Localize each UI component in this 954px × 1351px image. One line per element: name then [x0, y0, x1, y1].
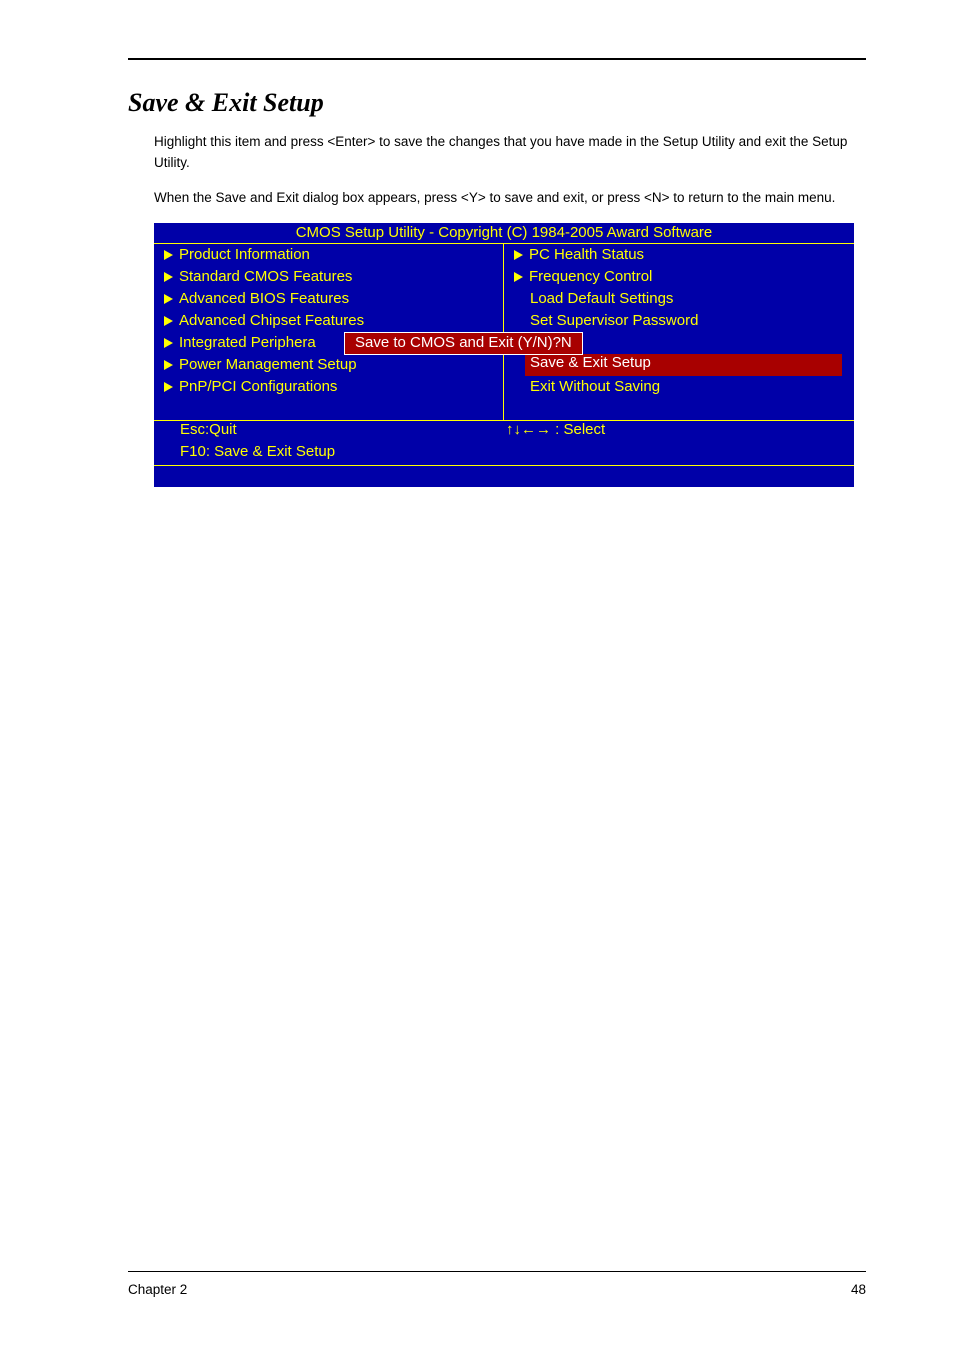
paragraph-1: Highlight this item and press <Enter> to… — [128, 132, 866, 174]
triangle-icon — [164, 294, 173, 304]
menu-exit-without-saving[interactable]: Exit Without Saving — [504, 376, 854, 398]
save-dialog[interactable]: Save to CMOS and Exit (Y/N)?N — [344, 332, 583, 355]
menu-label: Advanced Chipset Features — [179, 312, 364, 329]
page-footer: Chapter 2 48 — [128, 1271, 866, 1297]
menu-label: Frequency Control — [529, 268, 652, 285]
empty-row — [154, 398, 503, 420]
highlighted-menu-item[interactable]: Save & Exit Setup — [525, 354, 842, 376]
footer-esc: Esc:Quit — [180, 421, 504, 443]
menu-load-defaults[interactable]: Load Default Settings — [504, 288, 854, 310]
paragraph-2: When the Save and Exit dialog box appear… — [128, 188, 866, 209]
menu-label: Standard CMOS Features — [179, 268, 352, 285]
triangle-icon — [514, 250, 523, 260]
section-title: Save & Exit Setup — [128, 88, 866, 118]
menu-label: PC Health Status — [529, 246, 644, 263]
menu-label: PnP/PCI Configurations — [179, 378, 337, 395]
menu-set-supervisor-password[interactable]: Set Supervisor Password — [504, 310, 854, 332]
bios-screen: CMOS Setup Utility - Copyright (C) 1984-… — [154, 223, 854, 487]
footer-page-number: 48 — [851, 1282, 866, 1297]
footer-blank — [504, 443, 854, 465]
empty-row — [504, 398, 854, 420]
menu-product-information[interactable]: Product Information — [154, 244, 503, 266]
triangle-icon — [164, 382, 173, 392]
triangle-icon — [164, 272, 173, 282]
menu-power-management[interactable]: Power Management Setup — [154, 354, 503, 376]
menu-standard-cmos[interactable]: Standard CMOS Features — [154, 266, 503, 288]
menu-label: Power Management Setup — [179, 356, 357, 373]
triangle-icon — [164, 250, 173, 260]
menu-pc-health[interactable]: PC Health Status — [504, 244, 854, 266]
triangle-icon — [164, 338, 173, 348]
triangle-icon — [514, 272, 523, 282]
footer-left: Esc:Quit F10: Save & Exit Setup — [154, 421, 504, 465]
bios-footer: Esc:Quit F10: Save & Exit Setup ↑↓←→ : S… — [154, 420, 854, 465]
menu-pnp-pci[interactable]: PnP/PCI Configurations — [154, 376, 503, 398]
menu-label: Advanced BIOS Features — [179, 290, 349, 307]
bios-header: CMOS Setup Utility - Copyright (C) 1984-… — [154, 223, 854, 244]
menu-label: Set Supervisor Password — [530, 312, 698, 329]
menu-advanced-bios[interactable]: Advanced BIOS Features — [154, 288, 503, 310]
footer-f10: F10: Save & Exit Setup — [180, 443, 504, 465]
bios-bottom-spacer — [154, 465, 854, 487]
footer-chapter: Chapter 2 — [128, 1282, 187, 1297]
menu-label: Load Default Settings — [530, 290, 673, 307]
menu-label: Exit Without Saving — [530, 378, 660, 395]
menu-advanced-chipset[interactable]: Advanced Chipset Features — [154, 310, 503, 332]
triangle-icon — [164, 316, 173, 326]
menu-frequency-control[interactable]: Frequency Control — [504, 266, 854, 288]
top-rule — [128, 58, 866, 60]
triangle-icon — [164, 360, 173, 370]
footer-right: ↑↓←→ : Select — [504, 421, 854, 465]
footer-select: ↑↓←→ : Select — [504, 421, 854, 443]
menu-label: Product Information — [179, 246, 310, 263]
menu-label: Integrated Periphera — [179, 334, 316, 351]
